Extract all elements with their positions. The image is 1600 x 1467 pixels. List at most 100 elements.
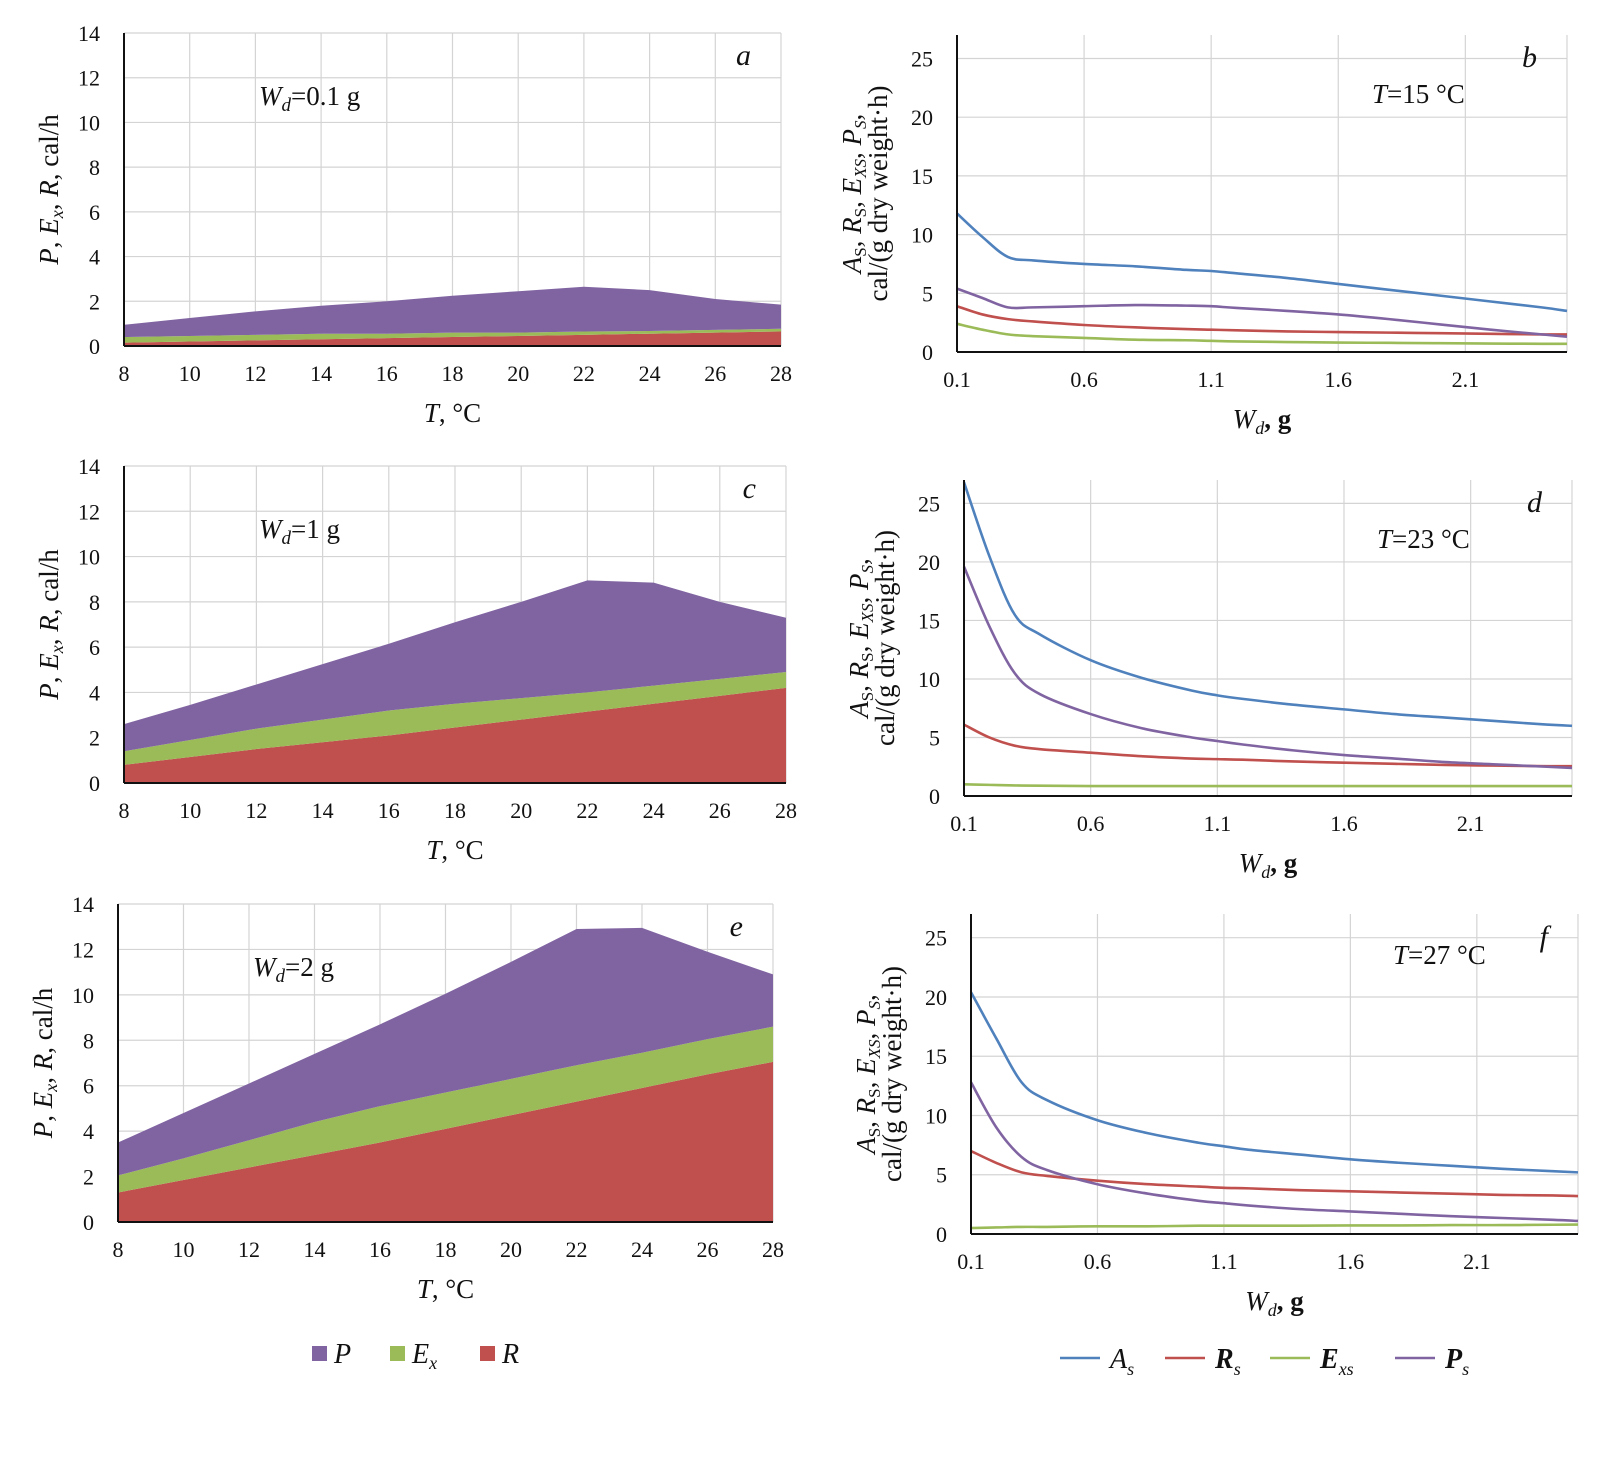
y-tick-label: 10 <box>925 1103 947 1128</box>
y-tick-label: 2 <box>89 726 100 751</box>
x-tick-label: 20 <box>510 798 532 823</box>
line-series-As <box>969 991 1579 1174</box>
x-axis-label: T, °C <box>426 835 483 865</box>
y-tick-label: 0 <box>922 340 933 365</box>
x-tick-label: 22 <box>576 798 598 823</box>
y-tick-label: 15 <box>918 608 940 633</box>
x-tick-label: 10 <box>179 798 201 823</box>
condition-annotation: Wd=0.1 g <box>259 81 360 116</box>
gridlines <box>957 35 1568 352</box>
x-tick-label: 1.6 <box>1325 367 1353 392</box>
y-tick-label: 0 <box>89 771 100 796</box>
x-tick-label: 2.1 <box>1457 811 1485 836</box>
y-tick-label: 20 <box>911 105 933 130</box>
y-tick-label: 5 <box>936 1163 947 1188</box>
x-tick-label: 1.6 <box>1337 1249 1365 1274</box>
y-tick-label: 20 <box>925 985 947 1010</box>
line-series-Rs <box>963 723 1573 768</box>
y-tick-label: 0 <box>929 784 940 809</box>
x-tick-label: 14 <box>310 361 332 386</box>
legend-label-As: As <box>1108 1344 1134 1379</box>
legend-label-Ex: Ex <box>411 1339 437 1373</box>
x-tick-label: 10 <box>179 361 201 386</box>
y-tick-label: 14 <box>72 892 94 917</box>
panel-label: c <box>743 472 756 505</box>
x-tick-label: 1.6 <box>1330 811 1358 836</box>
x-axis-label: Wd, g <box>1245 1286 1304 1320</box>
y-tick-label: 8 <box>83 1028 94 1053</box>
y-tick-label: 4 <box>89 680 100 705</box>
legend-swatch-Ex <box>390 1346 405 1361</box>
y-tick-label: 10 <box>911 223 933 248</box>
area-series-Ex <box>118 1026 773 1193</box>
y-axis-label-line2: cal/(g dry weight·h) <box>870 530 900 746</box>
x-tick-label: 28 <box>762 1237 784 1262</box>
y-tick-label: 6 <box>89 635 100 660</box>
line-series-Ps <box>962 566 1573 770</box>
y-tick-label: 0 <box>89 334 100 359</box>
x-tick-label: 8 <box>119 798 130 823</box>
y-tick-label: 6 <box>89 200 100 225</box>
y-axis-label: P, Ex, R, cal/h <box>34 549 67 701</box>
y-axis-label-line2: cal/(g dry weight·h) <box>863 86 893 302</box>
area-series-Ex <box>124 328 781 343</box>
x-tick-label: 24 <box>631 1237 653 1262</box>
y-tick-label: 12 <box>72 937 94 962</box>
legend-stacked-areas: P Ex R <box>312 1339 519 1373</box>
x-tick-label: 2.1 <box>1463 1249 1491 1274</box>
y-tick-label: 5 <box>922 281 933 306</box>
x-tick-label: 20 <box>507 361 529 386</box>
x-tick-label: 14 <box>304 1237 326 1262</box>
condition-annotation: T=15 °C <box>1372 79 1465 109</box>
y-tick-label: 25 <box>911 46 933 71</box>
x-tick-label: 16 <box>378 798 400 823</box>
x-tick-label: 10 <box>173 1237 195 1262</box>
panel-label: f <box>1540 920 1552 953</box>
x-tick-label: 1.1 <box>1197 367 1225 392</box>
area-series-R <box>118 1061 773 1222</box>
x-axis-label: Wd, g <box>1233 404 1292 438</box>
x-axis-label: Wd, g <box>1239 848 1298 882</box>
y-tick-label: 25 <box>925 926 947 951</box>
y-tick-label: 5 <box>929 725 940 750</box>
y-axis-label-line1: AS, RS, EXS, PS, <box>851 994 884 1156</box>
panel-label: d <box>1527 486 1543 519</box>
legend-label-P: P <box>333 1339 351 1370</box>
y-tick-label: 4 <box>83 1119 94 1144</box>
condition-annotation: Wd=2 g <box>253 952 334 987</box>
x-tick-label: 20 <box>500 1237 522 1262</box>
y-tick-label: 8 <box>89 155 100 180</box>
x-tick-label: 0.1 <box>943 367 971 392</box>
y-axis-label: P, Ex, R, cal/h <box>28 987 61 1139</box>
chart-panel-d: 0 5 10 15 20 25 0.1 0.6 1.1 1.6 2.1 Wd, g AS, RS, EX… <box>844 480 1573 882</box>
y-tick-label: 4 <box>89 245 100 270</box>
x-tick-label: 1.1 <box>1210 1249 1238 1274</box>
y-tick-label: 8 <box>89 590 100 615</box>
x-tick-label: 28 <box>775 798 797 823</box>
x-tick-label: 24 <box>643 798 665 823</box>
x-tick-label: 0.1 <box>950 811 978 836</box>
area-series-R <box>124 687 786 783</box>
legend-label-Rs: Rs <box>1214 1344 1241 1379</box>
x-tick-label: 0.6 <box>1070 367 1098 392</box>
x-tick-label: 16 <box>369 1237 391 1262</box>
panel-label: a <box>736 39 751 72</box>
x-tick-label: 14 <box>312 798 334 823</box>
x-tick-label: 12 <box>238 1237 260 1262</box>
line-series-Rs <box>970 1149 1579 1198</box>
x-tick-label: 18 <box>442 361 464 386</box>
condition-annotation: T=27 °C <box>1393 940 1486 970</box>
chart-panel-f: 0 5 10 15 20 25 0.1 0.6 1.1 1.6 2.1 Wd, g AS, RS, EX… <box>851 914 1579 1320</box>
x-tick-label: 26 <box>697 1237 719 1262</box>
x-tick-label: 12 <box>245 798 267 823</box>
line-series-Ps <box>956 287 1568 339</box>
area-series-P <box>118 927 773 1176</box>
x-tick-label: 0.1 <box>957 1249 985 1274</box>
x-tick-label: 18 <box>435 1237 457 1262</box>
y-tick-label: 14 <box>78 21 100 46</box>
y-tick-label: 0 <box>83 1210 94 1235</box>
